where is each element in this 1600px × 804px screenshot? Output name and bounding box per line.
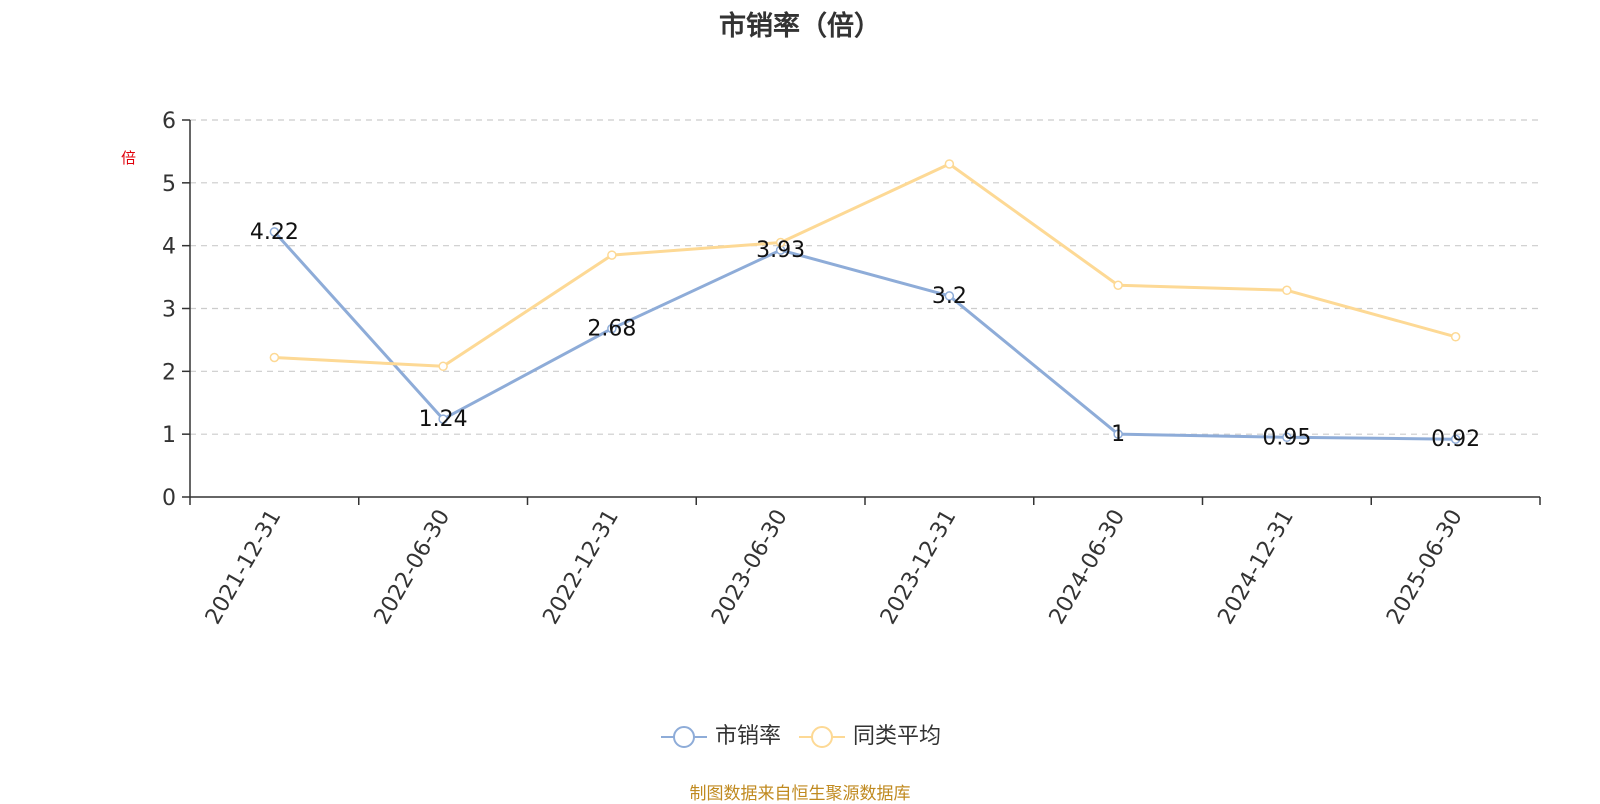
- data-point: [607, 323, 617, 334]
- data-point: [944, 291, 955, 301]
- y-tick-label: 0: [162, 486, 176, 511]
- data-point: [1450, 332, 1461, 342]
- data-point: [438, 361, 448, 372]
- data-label: 1.24: [419, 407, 468, 432]
- data-point: [269, 352, 280, 363]
- data-label: 0.95: [1262, 425, 1311, 450]
- data-point: [1113, 429, 1123, 439]
- x-tick-label: 2023-06-30: [707, 506, 793, 629]
- y-axis-unit-label: 倍: [119, 150, 137, 165]
- data-point: [944, 159, 955, 169]
- y-tick-label: 1: [162, 423, 176, 448]
- data-label: 0.92: [1431, 427, 1480, 452]
- data-point: [1113, 280, 1123, 291]
- legend-item[interactable]: 市销率: [659, 718, 781, 750]
- y-tick-label: 2: [162, 360, 176, 385]
- data-point: [1282, 432, 1292, 443]
- x-tick-label: 2022-12-31: [538, 506, 624, 629]
- y-tick-label: 5: [162, 172, 176, 197]
- data-point: [607, 250, 617, 260]
- data-label: 4.22: [250, 220, 299, 245]
- x-tick-label: 2021-12-31: [201, 506, 287, 629]
- data-labels: 4.22 1.24 2.68 3.93 3.2 1 0.95 0.92: [250, 220, 1480, 452]
- legend-label: 市销率: [714, 724, 781, 749]
- legend-marker-icon: [660, 726, 707, 748]
- x-tick-label: 2024-12-31: [1213, 506, 1299, 629]
- data-label: 2.68: [587, 317, 636, 342]
- legend: 市销率 同类平均: [0, 718, 1600, 750]
- x-tick-label: 2024-06-30: [1045, 506, 1131, 629]
- data-point: [1282, 285, 1292, 296]
- series-line-1: [274, 162, 1457, 368]
- data-point: [1450, 434, 1461, 444]
- x-tick-label: 2025-06-30: [1382, 506, 1468, 629]
- y-tick-label: 6: [162, 109, 176, 134]
- y-tick-label: 3: [162, 298, 176, 323]
- grid-lines: [190, 119, 1540, 435]
- data-point: [438, 414, 448, 424]
- data-label: 1: [1111, 422, 1125, 447]
- data-label: 3.93: [756, 238, 805, 263]
- axes: 0 1 2 3 4 5 6 2021-12-31 2022-06-30 2022-12-31 202…: [162, 109, 1541, 629]
- legend-marker-icon: [799, 726, 845, 748]
- legend-item[interactable]: 同类平均: [797, 718, 941, 750]
- series-lines: [273, 162, 1457, 441]
- data-label: 3.2: [932, 284, 967, 309]
- x-tick-label: 2022-06-30: [370, 506, 456, 629]
- y-tick-label: 4: [162, 235, 176, 260]
- series-line-0: [273, 230, 1456, 441]
- x-tick-label: 2023-12-31: [876, 506, 962, 629]
- chart-title: 市销率（倍）: [719, 11, 881, 42]
- legend-label: 同类平均: [853, 724, 942, 749]
- data-point: [269, 227, 280, 237]
- source-note: 制图数据来自恒生聚源数据库: [689, 784, 911, 804]
- data-points: [269, 159, 1461, 444]
- data-point: [775, 237, 786, 248]
